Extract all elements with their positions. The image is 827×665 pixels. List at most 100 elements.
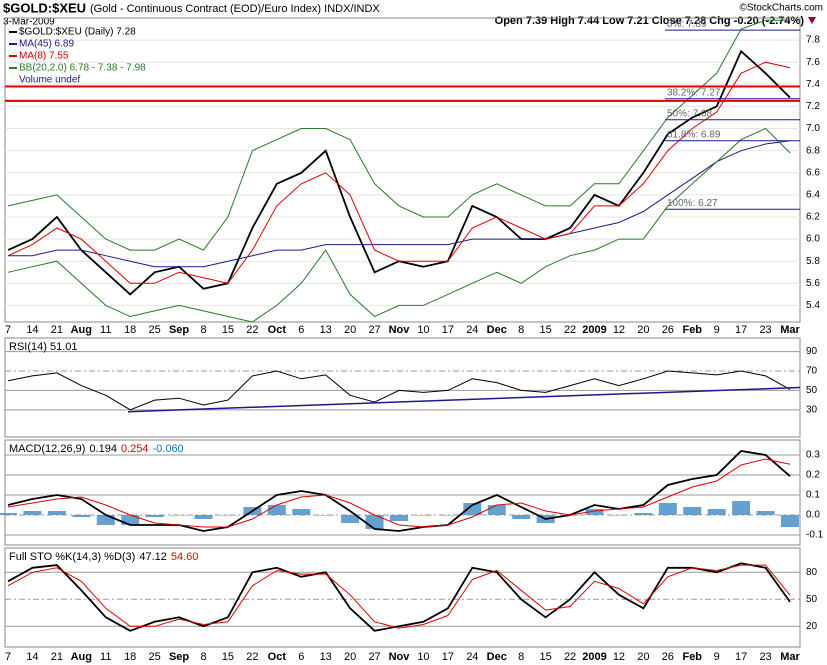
histogram-bar bbox=[463, 503, 482, 515]
fib-label: 100%: 6.27 bbox=[667, 198, 718, 209]
x-tick-label: 12 bbox=[613, 651, 625, 663]
x-tick-label: Mar bbox=[780, 651, 800, 663]
credit: ©StockCharts.com bbox=[739, 3, 823, 14]
legend-entry: BB(20,2.0) 6.78 - 7.38 - 7.98 bbox=[19, 63, 146, 74]
y-tick-label: 50 bbox=[806, 385, 818, 396]
histogram-bar bbox=[512, 515, 531, 519]
histogram-bar bbox=[292, 509, 311, 515]
x-tick-label: 22 bbox=[564, 324, 576, 336]
x-tick-label: 27 bbox=[368, 651, 380, 663]
x-tick-label: 7 bbox=[5, 651, 11, 663]
y-tick-label: 5.4 bbox=[806, 300, 820, 311]
x-tick-label: 27 bbox=[368, 324, 380, 336]
histogram-bar bbox=[609, 515, 628, 516]
legend-value: 47.12 bbox=[139, 551, 167, 563]
y-tick-label: 7.6 bbox=[806, 57, 820, 68]
histogram-bar bbox=[438, 515, 457, 516]
y-tick-label: 0.0 bbox=[806, 510, 820, 521]
symbol: $GOLD:$XEU bbox=[3, 0, 86, 15]
x-tick-label: 20 bbox=[637, 324, 649, 336]
x-tick-label: 8 bbox=[518, 324, 524, 336]
x-tick-label: 8 bbox=[200, 651, 206, 663]
y-tick-label: 6.8 bbox=[806, 145, 820, 156]
x-tick-label: 22 bbox=[564, 651, 576, 663]
legend-entry: $GOLD:$XEU (Daily) 7.28 bbox=[19, 27, 136, 38]
x-tick-label: Dec bbox=[487, 651, 507, 663]
price-frame bbox=[4, 17, 801, 323]
y-tick-label: -0.1 bbox=[806, 530, 824, 541]
x-tick-label: 2009 bbox=[582, 651, 606, 663]
panel-title: RSI(14) 51.01 bbox=[9, 341, 77, 353]
x-tick-label: 20 bbox=[344, 651, 356, 663]
x-tick-label: Feb bbox=[682, 651, 702, 663]
x-tick-label: 8 bbox=[518, 651, 524, 663]
x-tick-label: Aug bbox=[71, 324, 92, 336]
y-tick-label: 6.2 bbox=[806, 212, 820, 223]
x-tick-label: 11 bbox=[100, 324, 111, 336]
y-tick-label: 20 bbox=[806, 621, 818, 632]
histogram-bar bbox=[23, 511, 42, 515]
y-tick-label: 0.3 bbox=[806, 450, 820, 461]
series-line bbox=[7, 458, 791, 528]
x-tick-label: 20 bbox=[344, 324, 356, 336]
x-tick-label: Mar bbox=[780, 324, 800, 336]
histogram-bar bbox=[732, 501, 751, 515]
series-line bbox=[7, 370, 791, 411]
sto-frame bbox=[4, 547, 801, 648]
y-tick-label: 70 bbox=[806, 366, 818, 377]
y-tick-label: 6.0 bbox=[806, 234, 820, 245]
x-tick-label: 10 bbox=[417, 651, 429, 663]
x-tick-label: 15 bbox=[540, 324, 552, 336]
series-line bbox=[7, 564, 791, 629]
histogram-bar bbox=[267, 505, 286, 515]
x-tick-label: 14 bbox=[26, 651, 38, 663]
fib-label: 61.8%: 6.89 bbox=[667, 129, 721, 140]
y-tick-label: 90 bbox=[806, 346, 818, 357]
x-tick-label: 23 bbox=[759, 324, 771, 336]
x-tick-label: 13 bbox=[320, 651, 332, 663]
x-tick-label: 23 bbox=[759, 651, 771, 663]
y-tick-label: 30 bbox=[806, 404, 818, 415]
x-tick-label: 21 bbox=[51, 651, 63, 663]
panel-title: Full STO %K(14,3) %D(3) bbox=[9, 551, 135, 563]
histogram-bar bbox=[487, 505, 506, 515]
legend-value: 0.194 bbox=[89, 443, 117, 455]
y-tick-label: 5.6 bbox=[806, 278, 820, 289]
histogram-bar bbox=[96, 515, 115, 525]
fib-label: 50%: 7.08 bbox=[667, 108, 712, 119]
x-tick-label: 9 bbox=[714, 651, 720, 663]
histogram-bar bbox=[390, 515, 408, 521]
fib-label: 38.2%: 7.27 bbox=[667, 87, 721, 98]
histogram-bar bbox=[72, 515, 91, 517]
x-tick-label: 10 bbox=[417, 324, 429, 336]
x-tick-label: Sep bbox=[169, 651, 189, 663]
date: 3-Mar-2009 bbox=[3, 17, 55, 28]
legend-value: -0.060 bbox=[152, 443, 183, 455]
histogram-bar bbox=[341, 515, 360, 523]
x-tick-label: 21 bbox=[51, 324, 63, 336]
legend-value: 0.254 bbox=[121, 443, 149, 455]
histogram-bar bbox=[121, 515, 140, 525]
x-tick-label: 11 bbox=[100, 651, 111, 663]
histogram-bar bbox=[658, 503, 677, 515]
x-tick-label: 18 bbox=[124, 651, 136, 663]
y-tick-label: 50 bbox=[806, 594, 818, 605]
x-tick-label: Oct bbox=[268, 324, 287, 336]
x-tick-label: 14 bbox=[26, 324, 38, 336]
panel-title: MACD(12,26,9) bbox=[9, 443, 85, 455]
histogram-bar bbox=[634, 513, 653, 515]
y-tick-label: 7.0 bbox=[806, 123, 820, 134]
y-tick-label: 0.2 bbox=[806, 470, 820, 481]
x-tick-label: 24 bbox=[466, 651, 478, 663]
x-tick-label: 24 bbox=[466, 324, 478, 336]
legend-value: 54.60 bbox=[171, 551, 199, 563]
histogram-bar bbox=[170, 515, 189, 516]
histogram-bar bbox=[218, 515, 237, 516]
x-tick-label: 17 bbox=[442, 324, 454, 336]
x-tick-label: 7 bbox=[5, 324, 11, 336]
x-tick-label: 26 bbox=[662, 324, 674, 336]
quote: Open 7.39 High 7.44 Low 7.21 Close 7.28 … bbox=[495, 15, 805, 27]
x-tick-label: Aug bbox=[71, 651, 92, 663]
